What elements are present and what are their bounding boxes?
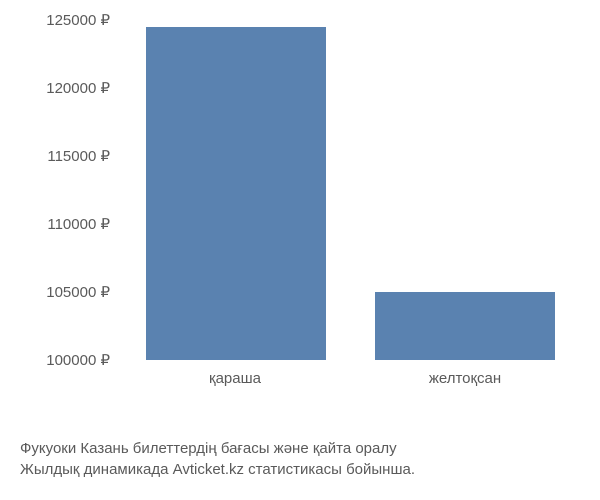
caption-line-2: Жылдық динамикада Avticket.kz статистика… [20, 459, 580, 480]
plot-area [120, 20, 580, 360]
x-axis-label: қараша [145, 370, 325, 387]
caption-line-1: Фукуоки Казань билеттердің бағасы және қ… [20, 438, 580, 459]
y-tick-label: 110000 ₽ [47, 215, 110, 233]
y-tick-label: 100000 ₽ [46, 351, 110, 369]
y-tick-label: 115000 ₽ [47, 147, 110, 165]
price-chart: 100000 ₽ 105000 ₽ 110000 ₽ 115000 ₽ 120000 ₽… [20, 20, 580, 400]
x-axis-label: желтоқсан [375, 370, 555, 387]
chart-caption: Фукуоки Казань билеттердің бағасы және қ… [20, 438, 580, 480]
y-axis: 100000 ₽105000 ₽110000 ₽115000 ₽120000 ₽… [20, 20, 120, 360]
y-tick-label: 125000 ₽ [46, 11, 110, 29]
bar [146, 27, 326, 360]
bar [375, 292, 555, 360]
x-axis: қараша желтоқсан [120, 370, 580, 387]
y-tick-label: 105000 ₽ [46, 283, 110, 301]
y-tick-label: 120000 ₽ [46, 79, 110, 97]
bars-group [121, 20, 580, 360]
